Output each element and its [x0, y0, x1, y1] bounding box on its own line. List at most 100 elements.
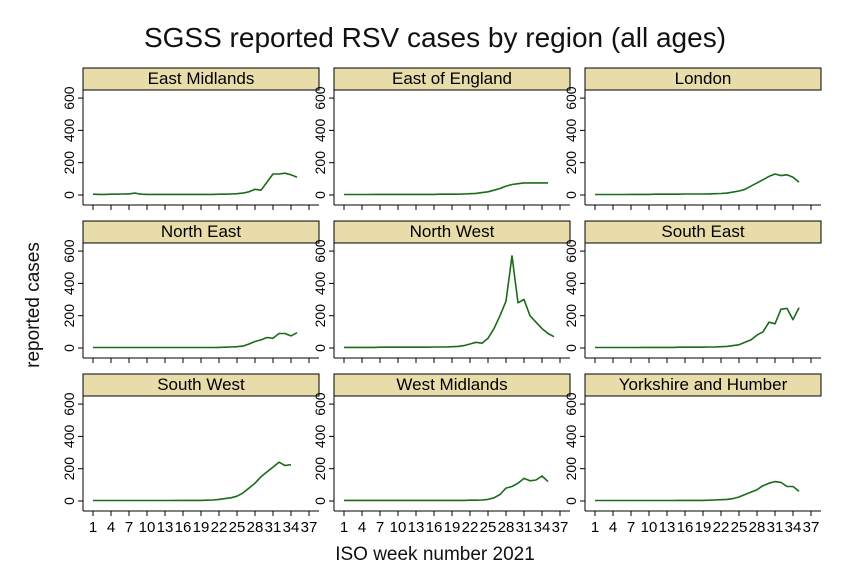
y-tick-label: 400	[61, 271, 77, 295]
panel-strip	[82, 373, 320, 397]
x-tick-label: 4	[609, 519, 617, 536]
x-tick-label: 31	[265, 519, 282, 536]
y-tick-label: 400	[312, 118, 328, 142]
x-tick-label: 1	[89, 519, 97, 536]
chart-title: SGSS reported RSV cases by region (all a…	[143, 22, 727, 53]
panel-strip	[584, 220, 822, 244]
x-tick-label: 25	[480, 519, 497, 536]
x-tick-label: 19	[193, 519, 210, 536]
panel-strip	[584, 67, 822, 91]
y-tick-label: 200	[312, 151, 328, 175]
panel-title: South West	[157, 375, 245, 394]
y-tick-label: 0	[312, 191, 328, 199]
series-line	[344, 255, 555, 349]
panel-strip	[82, 67, 320, 91]
panel-title: East of England	[392, 69, 512, 88]
y-tick-label: 400	[563, 118, 579, 142]
x-tick-label: 1	[340, 519, 348, 536]
panel-strip	[333, 220, 571, 244]
y-tick-label: 200	[61, 304, 77, 328]
x-tick-label: 28	[749, 519, 766, 536]
x-tick-label: 10	[641, 519, 658, 536]
y-tick-label: 400	[312, 424, 328, 448]
y-tick-label: 0	[563, 344, 579, 352]
y-tick-label: 200	[563, 304, 579, 328]
y-tick-label: 0	[61, 191, 77, 199]
panel-title: West Midlands	[396, 375, 507, 394]
y-tick-label: 0	[563, 191, 579, 199]
series-line	[595, 307, 800, 349]
y-tick-label: 600	[61, 86, 77, 110]
y-tick-label: 0	[61, 497, 77, 505]
x-tick-label: 28	[498, 519, 515, 536]
x-tick-label: 13	[157, 519, 174, 536]
panel-title: East Midlands	[148, 69, 255, 88]
x-tick-label: 25	[229, 519, 246, 536]
panel-strip	[584, 373, 822, 397]
y-tick-label: 600	[563, 239, 579, 263]
panel-title: North West	[410, 222, 495, 241]
series-line	[93, 461, 292, 502]
series-line	[595, 480, 800, 502]
y-tick-label: 0	[312, 344, 328, 352]
y-tick-label: 200	[563, 151, 579, 175]
y-tick-label: 600	[312, 392, 328, 416]
x-tick-label: 34	[283, 519, 300, 536]
x-tick-label: 10	[139, 519, 156, 536]
x-tick-label: 16	[175, 519, 192, 536]
x-tick-label: 13	[659, 519, 676, 536]
x-tick-label: 31	[516, 519, 533, 536]
panel-title: London	[675, 69, 732, 88]
panel-strip	[333, 373, 571, 397]
x-tick-label: 22	[713, 519, 730, 536]
y-tick-label: 600	[61, 239, 77, 263]
panel-title: Yorkshire and Humber	[619, 375, 788, 394]
panel-strip	[333, 67, 571, 91]
x-tick-label: 19	[695, 519, 712, 536]
y-tick-label: 0	[312, 497, 328, 505]
y-tick-label: 400	[61, 424, 77, 448]
x-tick-label: 4	[358, 519, 366, 536]
x-tick-label: 4	[107, 519, 115, 536]
x-tick-label: 37	[301, 519, 318, 536]
panel-strip	[82, 220, 320, 244]
y-tick-label: 600	[563, 392, 579, 416]
panel-title: North East	[161, 222, 242, 241]
x-tick-label: 34	[534, 519, 551, 536]
x-tick-label: 1	[591, 519, 599, 536]
y-tick-label: 600	[312, 239, 328, 263]
x-tick-label: 16	[677, 519, 694, 536]
series-line	[344, 182, 548, 196]
x-tick-label: 13	[408, 519, 425, 536]
y-tick-label: 0	[61, 344, 77, 352]
series-line	[92, 172, 298, 196]
x-axis-label: ISO week number 2021	[335, 544, 535, 565]
y-tick-label: 600	[312, 86, 328, 110]
x-tick-label: 19	[444, 519, 461, 536]
x-tick-label: 16	[426, 519, 443, 536]
x-tick-label: 37	[552, 519, 569, 536]
series-line	[595, 173, 800, 196]
y-tick-label: 200	[312, 457, 328, 481]
y-tick-label: 200	[563, 457, 579, 481]
x-tick-label: 7	[627, 519, 635, 536]
y-tick-label: 400	[61, 118, 77, 142]
x-tick-label: 34	[785, 519, 802, 536]
y-tick-label: 400	[563, 424, 579, 448]
series-line	[93, 331, 298, 349]
x-tick-label: 31	[767, 519, 784, 536]
x-tick-label: 10	[390, 519, 407, 536]
y-tick-label: 600	[61, 392, 77, 416]
y-tick-label: 0	[563, 497, 579, 505]
y-tick-label: 200	[61, 151, 77, 175]
y-tick-label: 400	[563, 271, 579, 295]
panel-title: South East	[661, 222, 744, 241]
x-tick-label: 25	[731, 519, 748, 536]
y-tick-label: 200	[312, 304, 328, 328]
x-tick-label: 28	[247, 519, 264, 536]
x-tick-label: 22	[462, 519, 479, 536]
x-tick-label: 22	[211, 519, 228, 536]
y-tick-label: 600	[563, 86, 579, 110]
x-tick-label: 7	[125, 519, 133, 536]
